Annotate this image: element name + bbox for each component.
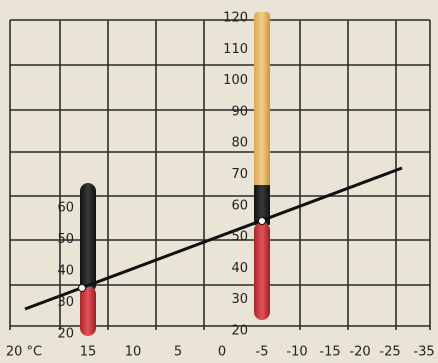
scale-label: -10 bbox=[286, 345, 307, 360]
scale-label: 30 bbox=[231, 292, 248, 307]
scale-label: 60 bbox=[231, 198, 248, 213]
scale-label: 50 bbox=[231, 230, 248, 245]
marker bbox=[79, 285, 86, 292]
left-tube bbox=[80, 183, 96, 336]
tube-yellow bbox=[254, 12, 270, 197]
device-photo: 6050403020120110100908070605040302020 °C… bbox=[0, 0, 438, 363]
scale-label: 70 bbox=[231, 167, 248, 182]
tube-red bbox=[80, 286, 96, 336]
scale-label: 60 bbox=[57, 201, 74, 216]
scale-label: 5 bbox=[174, 345, 182, 360]
middle-tube bbox=[254, 12, 270, 320]
scale-label: 50 bbox=[57, 232, 74, 247]
scale-label: -15 bbox=[319, 345, 340, 360]
scale-label: 30 bbox=[57, 295, 74, 310]
scale-label: 90 bbox=[231, 104, 248, 119]
marker bbox=[259, 218, 266, 225]
scale-label: 0 bbox=[218, 345, 226, 360]
scale-label: 40 bbox=[231, 261, 248, 276]
scale-label: 80 bbox=[231, 136, 248, 151]
scale-label: 20 bbox=[57, 327, 74, 342]
scale-label: 120 bbox=[223, 11, 248, 26]
scale-label: 110 bbox=[223, 42, 248, 57]
scale-label: -20 bbox=[349, 345, 370, 360]
scale-label: 10 bbox=[125, 345, 142, 360]
scale-label: -35 bbox=[413, 345, 434, 360]
scale-label: 20 °C bbox=[6, 345, 42, 360]
tube-dark bbox=[80, 183, 96, 293]
tube-red bbox=[254, 222, 270, 320]
scale-label: 20 bbox=[231, 324, 248, 339]
scale-label: -5 bbox=[256, 345, 269, 360]
scale-label: 40 bbox=[57, 264, 74, 279]
scale-label: -25 bbox=[379, 345, 400, 360]
scale-label: 15 bbox=[80, 345, 97, 360]
scale-label: 100 bbox=[223, 73, 248, 88]
